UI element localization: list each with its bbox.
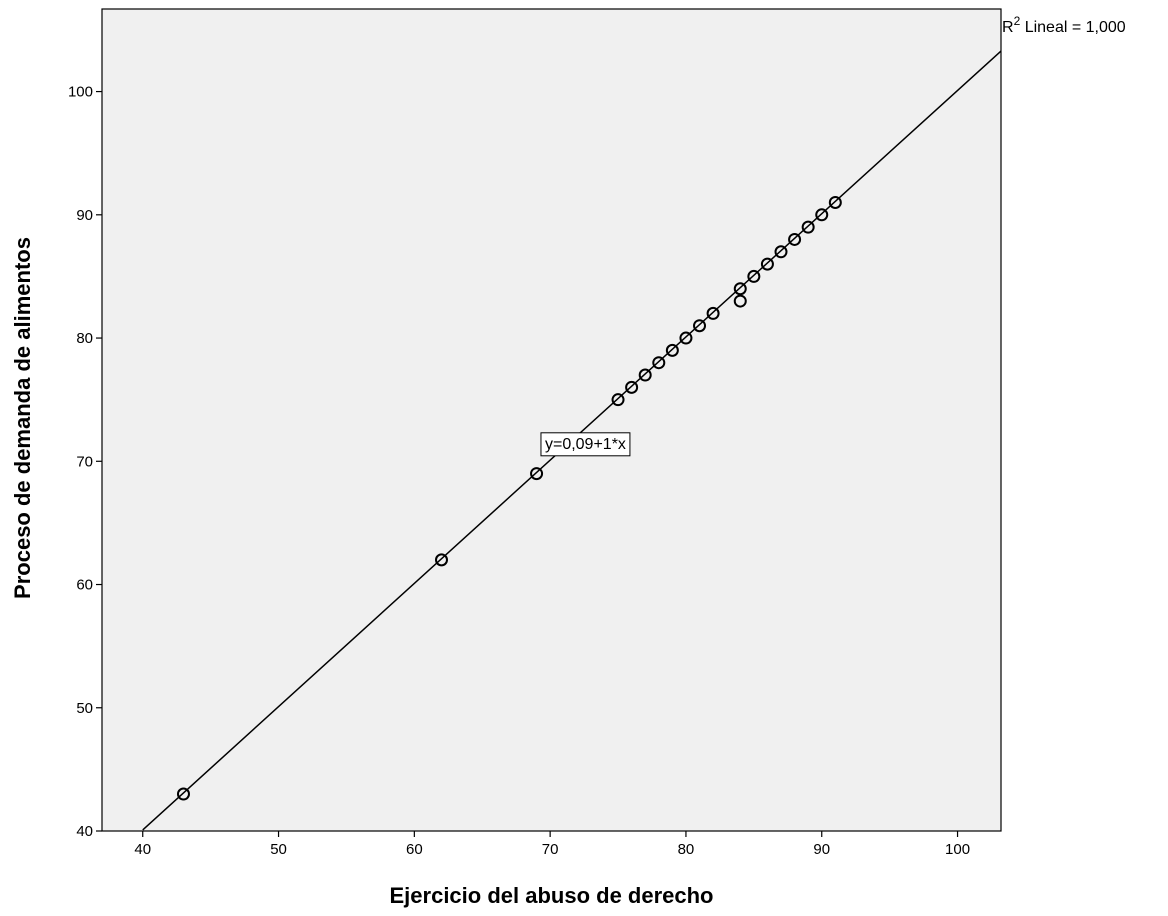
data-point-4 bbox=[625, 380, 639, 394]
data-point-0 bbox=[176, 787, 190, 801]
data-point-11 bbox=[733, 294, 747, 308]
data-point-5 bbox=[638, 368, 652, 382]
x-tick-label-70: 70 bbox=[542, 841, 559, 858]
data-point-19 bbox=[828, 195, 842, 209]
y-tick-label-80: 80 bbox=[76, 330, 93, 347]
y-tick-label-50: 50 bbox=[76, 700, 93, 717]
data-point-12 bbox=[733, 282, 747, 296]
y-tick-label-70: 70 bbox=[76, 453, 93, 470]
equation-box bbox=[540, 432, 631, 457]
y-tick-label-90: 90 bbox=[76, 207, 93, 224]
data-point-6 bbox=[652, 356, 666, 370]
data-point-7 bbox=[665, 343, 679, 357]
data-point-3 bbox=[611, 393, 625, 407]
data-point-13 bbox=[747, 269, 761, 283]
y-tick-label-100: 100 bbox=[68, 84, 93, 101]
data-point-16 bbox=[788, 232, 802, 246]
y-tick-label-40: 40 bbox=[76, 823, 93, 840]
data-point-8 bbox=[679, 331, 693, 345]
x-tick-label-50: 50 bbox=[270, 841, 287, 858]
data-point-10 bbox=[706, 306, 720, 320]
data-point-2 bbox=[530, 467, 544, 481]
x-tick-label-80: 80 bbox=[678, 841, 695, 858]
y-tick-label-60: 60 bbox=[76, 577, 93, 594]
data-point-17 bbox=[801, 220, 815, 234]
data-point-1 bbox=[435, 553, 449, 567]
x-axis-title: Ejercicio del abuso de derecho bbox=[390, 883, 714, 908]
x-tick-label-100: 100 bbox=[945, 841, 970, 858]
data-point-18 bbox=[815, 208, 829, 222]
data-point-15 bbox=[774, 245, 788, 259]
r2-label: R2 Lineal = 1,000 bbox=[1002, 14, 1126, 36]
data-point-9 bbox=[693, 319, 707, 333]
plot-area bbox=[101, 8, 1002, 832]
x-tick-label-40: 40 bbox=[134, 841, 151, 858]
equation-label: y=0,09+1*x bbox=[545, 436, 626, 453]
data-point-14 bbox=[760, 257, 774, 271]
x-tick-label-60: 60 bbox=[406, 841, 423, 858]
x-tick-label-90: 90 bbox=[813, 841, 830, 858]
y-axis-title: Proceso de demanda de alimentos bbox=[10, 237, 35, 599]
